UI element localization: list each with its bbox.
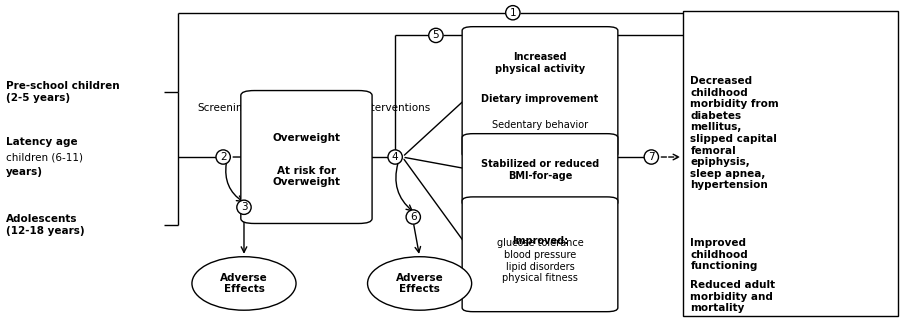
Ellipse shape [644,150,658,164]
Text: Decreased
childhood
morbidity from
diabetes
mellitus,
slipped capital
femoral
ep: Decreased childhood morbidity from diabe… [690,76,779,190]
Ellipse shape [406,210,420,224]
Ellipse shape [192,257,296,310]
FancyBboxPatch shape [241,91,372,223]
Text: 2: 2 [220,152,226,162]
Text: Increased
physical activity: Increased physical activity [495,52,585,74]
Text: Dietary improvement: Dietary improvement [481,94,598,104]
Ellipse shape [506,6,520,20]
Text: Adverse
Effects: Adverse Effects [220,273,268,294]
Text: 3: 3 [241,202,247,212]
Text: At risk for
Overweight: At risk for Overweight [272,166,340,187]
Bar [683,11,898,316]
Text: Interventions: Interventions [360,103,429,113]
Text: 4: 4 [392,152,399,162]
FancyBboxPatch shape [462,197,617,312]
Text: years): years) [6,166,43,177]
Text: Sedentary behavior: Sedentary behavior [492,120,588,129]
Text: 1: 1 [509,8,516,18]
Ellipse shape [429,28,443,43]
Text: Screening: Screening [197,103,249,113]
Text: Pre-school children
(2-5 years): Pre-school children (2-5 years) [6,81,120,103]
Text: glucose tolerance
blood pressure
lipid disorders
physical fitness: glucose tolerance blood pressure lipid d… [497,238,583,283]
FancyBboxPatch shape [462,27,617,158]
Text: 6: 6 [410,212,417,222]
Text: 5: 5 [432,30,439,41]
Text: Reduced adult
morbidity and
mortality: Reduced adult morbidity and mortality [690,280,775,313]
Text: Latency age: Latency age [6,137,77,147]
Text: Improved
childhood
functioning: Improved childhood functioning [690,238,757,271]
Text: Stabilized or reduced
BMI-for-age: Stabilized or reduced BMI-for-age [481,159,599,181]
Ellipse shape [388,150,402,164]
Text: Adolescents
(12-18 years): Adolescents (12-18 years) [6,214,84,236]
FancyBboxPatch shape [462,134,617,206]
Ellipse shape [216,150,231,164]
Text: Adverse
Effects: Adverse Effects [396,273,443,294]
Ellipse shape [237,200,252,215]
Text: Overweight: Overweight [272,132,340,143]
Text: Improved:: Improved: [512,236,568,246]
Text: 7: 7 [648,152,655,162]
Text: children (6-11): children (6-11) [6,152,83,162]
Ellipse shape [368,257,471,310]
